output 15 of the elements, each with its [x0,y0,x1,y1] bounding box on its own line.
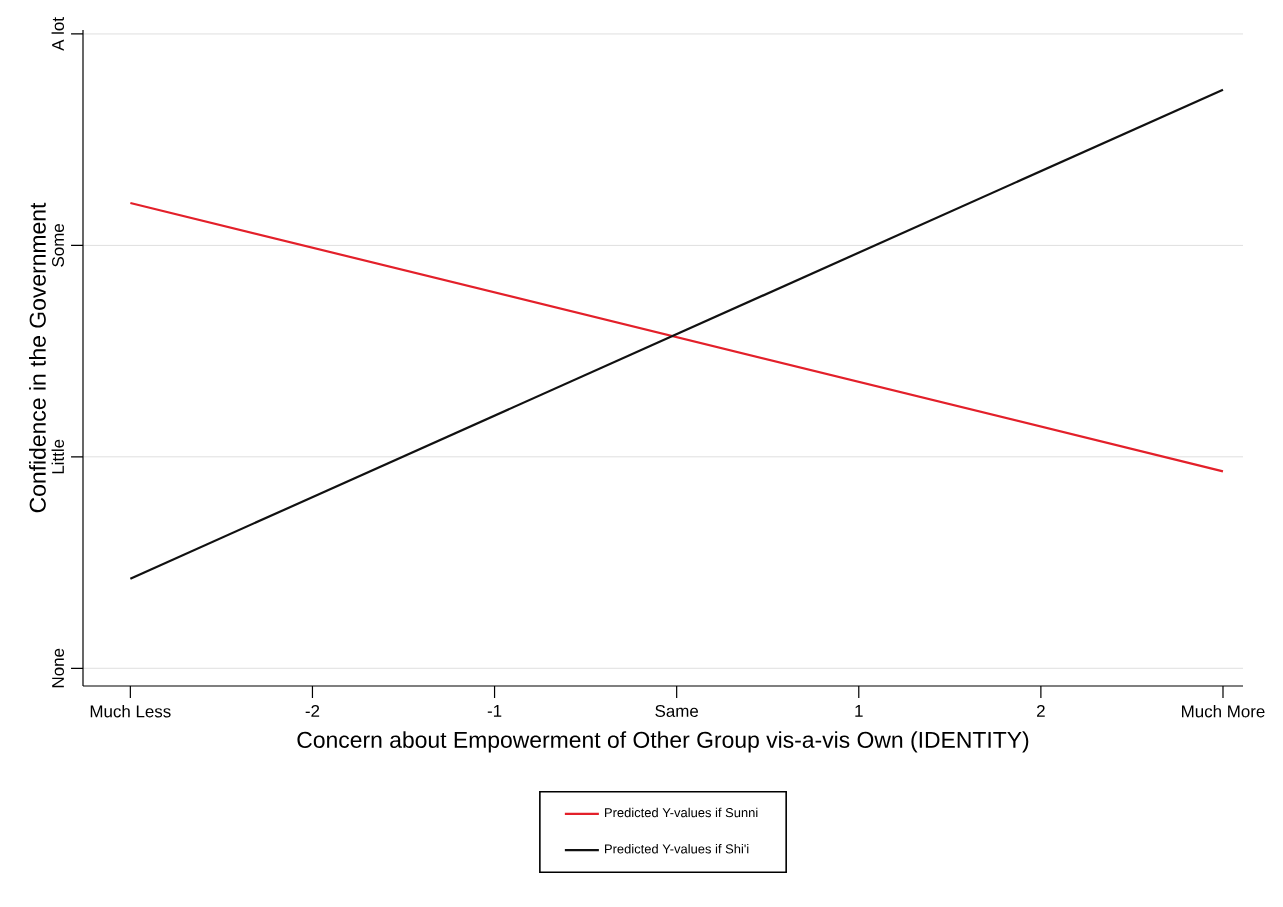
x-tick-label: Much More [1182,704,1265,718]
legend-label: Predicted Y-values if Shi'i [605,844,749,854]
x-tick-label: 2 [1037,705,1045,717]
x-tick-label: -1 [487,705,502,717]
x-tick-label: 1 [855,705,863,717]
text: Some [52,224,64,267]
y-axis-title: Confidence in the Government [29,202,46,513]
text: A lot [51,17,64,51]
x-axis-title: Concern about Empowerment of Other Group vis-a-vis Own (IDENTITY) [297,731,1029,753]
x-tick-label: Much Less [90,704,171,718]
text: Little [51,439,64,474]
x-tick-label: Same [655,705,699,717]
text: None [52,648,64,688]
x-tick-label: -2 [305,705,320,717]
legend-label: Predicted Y-values if Sunni [605,807,758,818]
